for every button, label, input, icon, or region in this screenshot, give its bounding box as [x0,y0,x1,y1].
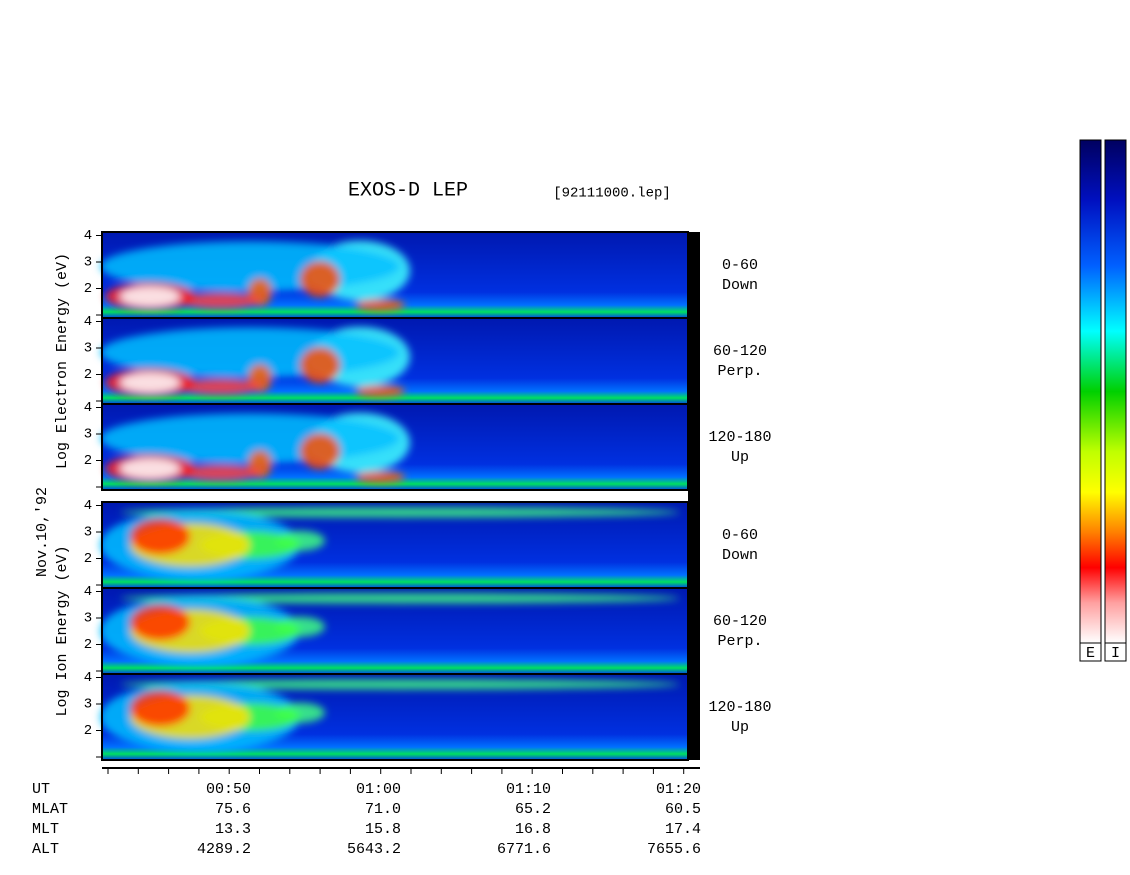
y-tick-label: 4 [84,670,92,686]
panel-direction: Down [722,277,758,294]
feature [180,378,260,395]
y-tick-label: 2 [84,453,92,469]
panel-direction: Up [731,719,749,736]
panel-angle: 120-180 [708,699,771,716]
feature [355,299,405,312]
spectrogram-features [100,412,410,484]
colorbar-label-box [1079,642,1102,662]
spectrogram-features [100,240,410,312]
colorbar [1104,139,1127,644]
spectrogram-features [100,507,680,580]
panel-angle: 60-120 [713,613,767,630]
y-tick-label: 4 [84,400,92,416]
panels: Log Electron Energy (eV) 4 3 2 0-60 Down 4 3 2 60… [54,228,772,774]
cell: 01:00 [356,781,401,798]
feature [300,433,340,470]
feature [120,286,180,307]
feature [180,292,260,309]
cell: 4289.2 [197,841,251,858]
y-tick-label: 4 [84,314,92,330]
panel-angle: 0-60 [722,257,758,274]
cell: 17.4 [665,821,701,838]
y-tick-label: 3 [84,697,92,713]
y-axis-label: Log Electron Energy (eV) [54,253,71,469]
cell: 65.2 [515,801,551,818]
y-tick-label: 4 [84,228,92,244]
spectrogram-features [100,326,410,398]
y-tick-label: 4 [84,498,92,514]
colorbar-label: I [1111,645,1120,662]
panel-frame [101,673,689,761]
cell: 7655.6 [647,841,701,858]
feature [300,347,340,384]
y-tick-label: 2 [84,723,92,739]
row-label: MLAT [32,801,68,818]
feature [120,507,680,518]
y-tick-label: 2 [84,637,92,653]
cell: 01:10 [506,781,551,798]
y-axis-label: Log Ion Energy (eV) [54,545,71,716]
feature [120,458,180,479]
y-tick-label: 4 [84,584,92,600]
panel-direction: Perp. [717,363,762,380]
cell: 5643.2 [347,841,401,858]
cell: 00:50 [206,781,251,798]
feature [300,261,340,298]
cell: 16.8 [515,821,551,838]
panel-direction: Perp. [717,633,762,650]
row-label: UT [32,781,50,798]
row-label: MLT [32,821,59,838]
feature [180,464,260,481]
panel-frame [101,403,689,491]
feature [120,593,680,604]
colorbar-label-box [1104,642,1127,662]
feature [355,471,405,484]
date: Nov.10,'92 [34,487,51,577]
y-tick-label: 3 [84,341,92,357]
cell: 71.0 [365,801,401,818]
panel-angle: 0-60 [722,527,758,544]
file-name: [92111000.lep] [553,186,671,202]
y-tick-label: 2 [84,281,92,297]
y-tick-label: 2 [84,367,92,383]
feature [130,604,190,641]
cell: 60.5 [665,801,701,818]
y-tick-label: 3 [84,427,92,443]
cell: 75.6 [215,801,251,818]
row-label: ALT [32,841,59,858]
spectrogram-features [100,679,680,752]
cell: 15.8 [365,821,401,838]
feature [120,372,180,393]
spectrogram-features [100,593,680,666]
panel-direction: Up [731,449,749,466]
feature [130,518,190,555]
panel-direction: Down [722,547,758,564]
y-tick-label: 3 [84,255,92,271]
panel-angle: 120-180 [708,429,771,446]
cell: 6771.6 [497,841,551,858]
colorbar [1079,139,1102,644]
footer-table: UT 00:50 01:00 01:10 01:20 MLAT 75.6 71.0 65.2 60… [32,781,701,858]
cell: 13.3 [215,821,251,838]
title: EXOS-D LEP [348,179,468,202]
panel-angle: 60-120 [713,343,767,360]
y-tick-label: 3 [84,611,92,627]
feature [130,690,190,727]
cell: 01:20 [656,781,701,798]
feature [355,385,405,398]
y-tick-label: 3 [84,525,92,541]
panel-edge [688,232,700,760]
colorbar-label: E [1086,645,1095,662]
y-tick-label: 2 [84,551,92,567]
feature [120,679,680,690]
